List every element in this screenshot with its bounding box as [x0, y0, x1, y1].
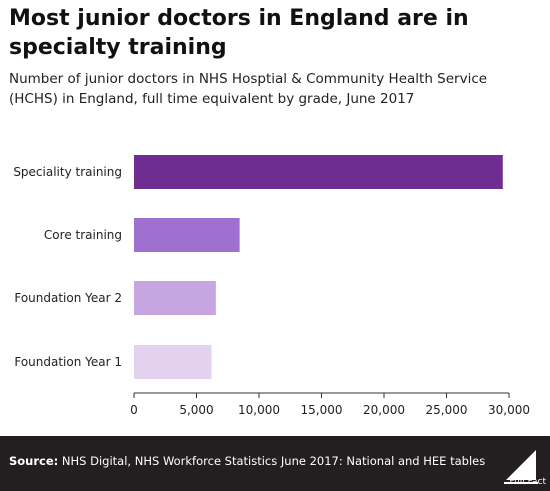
- x-tick-label: 5,000: [179, 403, 213, 417]
- full-fact-logo-icon: [504, 450, 538, 484]
- bar-chart: Speciality training Core training Foundati…: [13, 155, 530, 417]
- logo-text: Full Fact: [509, 477, 546, 487]
- category-label: Core training: [44, 228, 122, 242]
- chart-title: Most junior doctors in England are in sp…: [9, 6, 469, 60]
- bar-speciality-training: [134, 155, 503, 189]
- bar-foundation-year-1: [134, 345, 212, 379]
- category-label: Foundation Year 1: [14, 355, 122, 369]
- bar-foundation-year-2: [134, 281, 216, 315]
- x-tick-label: 20,000: [363, 403, 405, 417]
- x-tick-label: 25,000: [426, 403, 468, 417]
- source-text: NHS Digital, NHS Workforce Statistics Ju…: [58, 454, 486, 468]
- x-tick-label: 0: [130, 403, 138, 417]
- bar-group: [134, 155, 503, 379]
- x-tick-label: 30,000: [488, 403, 530, 417]
- category-label: Speciality training: [13, 165, 122, 179]
- footer: Source: NHS Digital, NHS Workforce Stati…: [0, 436, 550, 491]
- category-label: Foundation Year 2: [14, 291, 122, 305]
- x-axis-ticks: 0 5,000 10,000 15,000 20,000 25,000 30,000: [130, 393, 530, 417]
- x-tick-label: 15,000: [301, 403, 343, 417]
- bar-core-training: [134, 218, 240, 252]
- x-tick-label: 10,000: [238, 403, 280, 417]
- source-label: Source:: [9, 454, 59, 468]
- category-labels: Speciality training Core training Foundati…: [13, 165, 122, 369]
- chart-subtitle: Number of junior doctors in NHS Hosptial…: [9, 71, 488, 107]
- source-note: Source: NHS Digital, NHS Workforce Stati…: [9, 454, 485, 468]
